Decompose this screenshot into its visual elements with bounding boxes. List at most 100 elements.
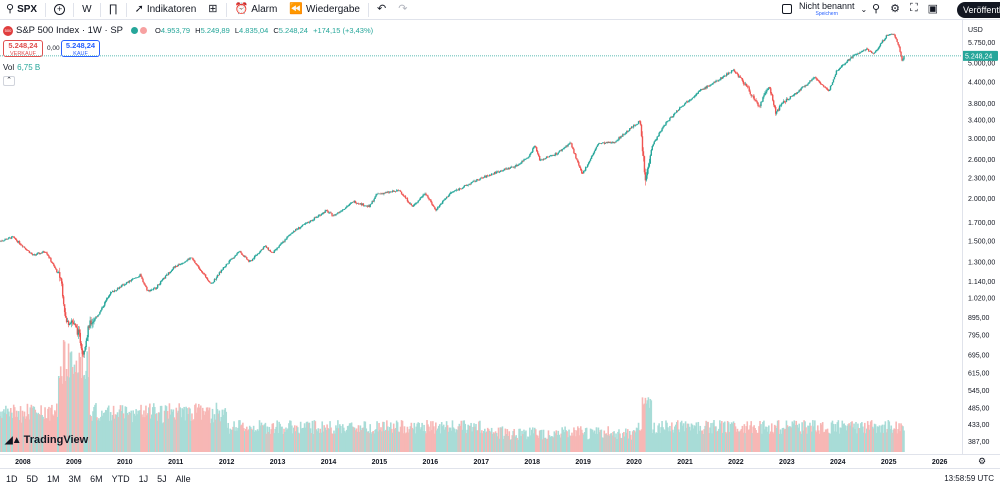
settings-gear-icon[interactable]: ⚙: [890, 3, 900, 15]
camera-icon[interactable]: ▣: [927, 3, 939, 15]
fullscreen-icon[interactable]: ⛶: [909, 2, 918, 14]
volume-bar: [444, 427, 447, 452]
volume-bar: [227, 422, 229, 452]
volume-bar: [228, 433, 230, 452]
volume-bar: [170, 409, 173, 452]
volume-bar: [448, 427, 451, 452]
range-button-5d[interactable]: 5D: [26, 473, 39, 484]
candle-body-up: [664, 125, 666, 126]
range-button-1j[interactable]: 1J: [138, 473, 149, 484]
volume-bar: [268, 426, 271, 452]
candle-body-down: [739, 76, 742, 78]
volume-bar: [309, 428, 312, 452]
candle-body-up: [464, 185, 466, 186]
candle-body-up: [490, 173, 493, 176]
range-button-ytd[interactable]: YTD: [111, 473, 130, 484]
candle-body-up: [84, 346, 86, 351]
volume-bar: [472, 426, 474, 452]
buy-button[interactable]: 5.248,24 KAUF: [61, 40, 100, 57]
currency-label[interactable]: USD: [968, 27, 983, 34]
volume-bar: [824, 429, 827, 452]
redo-button[interactable]: ↷: [392, 0, 413, 20]
symbol-label: SPX: [17, 4, 38, 15]
range-button-3m[interactable]: 3M: [68, 473, 82, 484]
candle-body-up: [880, 42, 883, 44]
volume-bar: [424, 431, 426, 452]
compare-button[interactable]: +: [48, 0, 71, 20]
sell-button[interactable]: 5.248,24 VERKAUF: [3, 40, 43, 57]
volume-bar: [388, 430, 390, 452]
volume-bar: [724, 431, 727, 452]
collapse-legend-button[interactable]: ⌃: [3, 76, 15, 86]
utc-clock[interactable]: 13:58:59 UTC: [944, 474, 994, 483]
quick-search-icon[interactable]: ⚲: [872, 3, 881, 15]
candle-body-up: [115, 290, 118, 291]
volume-bar: [831, 420, 834, 452]
range-button-alle[interactable]: Alle: [175, 473, 191, 484]
candle-body-up: [470, 182, 472, 185]
volume-bar: [475, 423, 477, 452]
candle-body-up: [0, 240, 2, 242]
volume-bar: [68, 377, 71, 452]
candle-body-up: [165, 274, 168, 276]
candle-body-up: [251, 258, 254, 261]
volume-bar: [762, 421, 764, 452]
range-button-5j[interactable]: 5J: [157, 473, 167, 484]
candle-body-down: [746, 86, 748, 87]
volume-bar: [638, 430, 641, 452]
range-button-1m[interactable]: 1M: [47, 473, 60, 484]
volume-bar: [617, 431, 619, 452]
volume-bar: [212, 422, 215, 452]
candle-body-up: [601, 142, 604, 144]
range-button-6m[interactable]: 6M: [90, 473, 103, 484]
chart-title[interactable]: S&P 500 Index · 1W · SP: [16, 25, 124, 36]
undo-button[interactable]: ↶: [371, 0, 392, 20]
sp500-logo: 500: [3, 25, 13, 36]
candle-body-down: [283, 241, 285, 243]
candle-body-up: [218, 272, 221, 276]
symbol-search[interactable]: ⚲ SPX: [0, 0, 43, 20]
scale-settings-gear-icon[interactable]: ⚙: [978, 456, 987, 466]
replay-button[interactable]: ⏪ Wiedergabe: [283, 0, 366, 20]
candle-body-up: [273, 250, 275, 254]
interval-button[interactable]: W: [82, 4, 92, 15]
time-scale[interactable]: [0, 454, 1000, 468]
candle-body-up: [118, 287, 121, 289]
volume-bar: [468, 425, 470, 452]
publish-button[interactable]: Veröffentl: [957, 2, 1000, 18]
volume-bar: [566, 431, 568, 452]
candle-body-up: [164, 275, 167, 279]
volume-bar: [14, 416, 17, 452]
alarm-button[interactable]: ⏰ Alarm: [229, 0, 284, 20]
volume-bar: [799, 431, 801, 452]
volume-bar: [96, 417, 98, 452]
volume-bar: [558, 434, 561, 452]
volume-bar: [343, 430, 346, 452]
candle-body-down: [774, 106, 777, 114]
volume-bar: [181, 408, 183, 452]
range-button-1d[interactable]: 1D: [6, 473, 18, 484]
candle-body-down: [612, 141, 614, 144]
candle-body-down: [745, 83, 747, 87]
volume-bar: [524, 431, 526, 452]
candle-body-down: [38, 252, 40, 255]
indicators-button[interactable]: ➚ Indikatoren: [129, 0, 203, 20]
volume-bar: [608, 435, 610, 452]
tradingview-watermark[interactable]: ◢▲ TradingView: [5, 434, 88, 446]
volume-bar: [668, 431, 670, 452]
price-scale[interactable]: [962, 20, 1000, 454]
volume-bar: [377, 431, 379, 452]
candle-body-up: [699, 90, 701, 92]
candle-body-up: [760, 102, 762, 107]
volume-bar: [513, 428, 515, 452]
volume-bar: [317, 428, 320, 452]
layout-name-button[interactable]: Nicht benannt Speichern ⌄: [782, 1, 867, 17]
candle-body-up: [302, 224, 305, 225]
price-tick-label: 4.400,00: [968, 79, 995, 86]
volume-bar: [768, 425, 770, 452]
volume-bar: [514, 436, 516, 452]
volume-bar: [844, 425, 847, 452]
chart-type-button[interactable]: ∏: [103, 0, 124, 20]
templates-button[interactable]: ⊞: [202, 0, 223, 20]
